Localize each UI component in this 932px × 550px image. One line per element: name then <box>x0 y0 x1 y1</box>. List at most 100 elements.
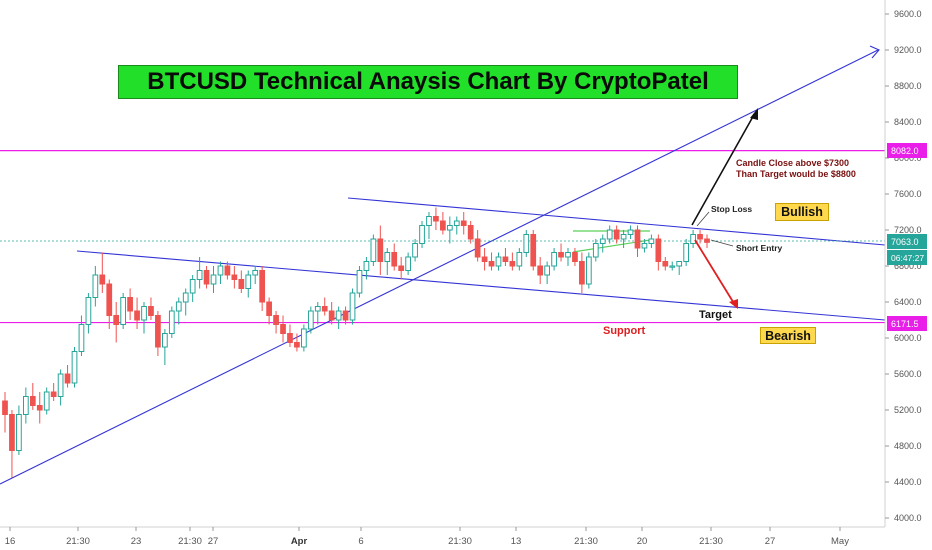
candle-body <box>161 333 168 348</box>
y-tick-label: 4800.0 <box>894 441 922 451</box>
candle-body <box>398 265 405 271</box>
x-axis-ticks: 16 21:30 23 21:30 27 Apr 6 21:30 13 21:30 20 21:30 2… <box>5 527 849 547</box>
candle <box>259 266 266 311</box>
candle <box>210 266 217 293</box>
candle-body <box>544 265 551 276</box>
candle-body <box>294 342 300 348</box>
candle-body <box>2 400 8 415</box>
short-entry-pointer <box>710 239 734 247</box>
candle <box>342 306 349 325</box>
candle <box>676 261 683 275</box>
candle-body <box>669 265 676 268</box>
candle-body <box>565 252 571 258</box>
candle <box>384 248 391 275</box>
candle <box>523 230 530 257</box>
x-tick-label: 21:30 <box>66 536 90 547</box>
candle <box>565 248 571 266</box>
candles <box>2 207 710 478</box>
level-6171-price-tag: 6171.5 <box>887 316 927 331</box>
candle-body <box>704 238 710 243</box>
breakout-note-line2: Than Target would be $8800 <box>736 169 856 179</box>
candle <box>71 347 78 388</box>
candle-body <box>85 297 92 325</box>
y-tick-label: 9200.0 <box>894 45 922 55</box>
candle <box>446 216 453 244</box>
candle <box>613 225 620 244</box>
candle <box>92 266 99 307</box>
candle-body <box>231 274 238 280</box>
candle <box>294 333 300 352</box>
candle-body <box>440 220 446 231</box>
candle <box>245 270 252 298</box>
candle <box>106 279 113 329</box>
candle-body <box>585 256 592 285</box>
candle <box>683 239 690 266</box>
candle-body <box>245 274 252 289</box>
candle <box>148 297 154 320</box>
x-tick-label: 21:30 <box>699 536 723 547</box>
candle <box>155 311 161 356</box>
candle-body <box>99 274 106 285</box>
candle-body <box>78 324 85 352</box>
candle-body <box>273 315 279 325</box>
candle-body <box>460 220 467 226</box>
candle <box>433 207 439 230</box>
candle <box>287 324 293 347</box>
candle-body <box>57 373 64 397</box>
y-tick-label: 8800.0 <box>894 81 922 91</box>
horizontal-levels <box>0 150 885 324</box>
x-tick-label: Apr <box>291 536 308 547</box>
candle-body <box>43 391 50 411</box>
candle <box>620 230 627 248</box>
candle-body <box>558 252 564 258</box>
candle-body <box>307 310 314 330</box>
candle-body <box>648 238 655 244</box>
candle-body <box>683 243 690 262</box>
candle-body <box>134 310 140 321</box>
candle <box>426 212 432 239</box>
candle <box>377 225 384 275</box>
candle-body <box>516 252 523 267</box>
candle-countdown-tag: 06:47:27 <box>887 250 927 265</box>
candle-body <box>349 292 356 321</box>
candle-body <box>203 270 210 285</box>
candle-body <box>572 252 578 262</box>
candle <box>488 252 495 271</box>
candle-body <box>224 265 231 276</box>
candle-body <box>280 324 286 334</box>
candle <box>370 234 377 266</box>
candle-body <box>168 310 175 334</box>
candle-body <box>467 225 474 240</box>
candle <box>405 252 411 275</box>
candle <box>648 234 655 248</box>
x-tick-label: 16 <box>5 536 16 547</box>
candle <box>182 288 189 316</box>
axes <box>0 0 886 528</box>
candle-body <box>579 261 585 285</box>
candle <box>697 230 703 244</box>
x-tick-label: 21:30 <box>574 536 598 547</box>
bullish-arrowhead <box>750 108 758 120</box>
candle-body <box>537 265 544 276</box>
candle <box>509 252 516 271</box>
candle <box>36 392 43 424</box>
x-tick-label: 21:30 <box>178 536 202 547</box>
candle <box>356 266 363 298</box>
candle <box>120 293 127 329</box>
x-tick-label: 13 <box>511 536 522 547</box>
candle-body <box>697 234 703 240</box>
y-tick-label: 6400.0 <box>894 297 922 307</box>
rising-trendline-arrowhead <box>869 45 880 59</box>
x-tick-label: 27 <box>208 536 219 547</box>
candle <box>690 230 696 248</box>
candle <box>704 234 710 248</box>
candle-body <box>502 256 509 262</box>
candle <box>391 243 398 271</box>
y-tick-label: 5200.0 <box>894 405 922 415</box>
y-axis-ticks: 9600.0 9200.0 8800.0 8400.0 8000.0 7600.0 7200… <box>885 9 922 523</box>
candle-body <box>426 216 432 226</box>
candle-body <box>676 261 683 267</box>
candle <box>9 410 15 478</box>
candle <box>280 315 286 343</box>
